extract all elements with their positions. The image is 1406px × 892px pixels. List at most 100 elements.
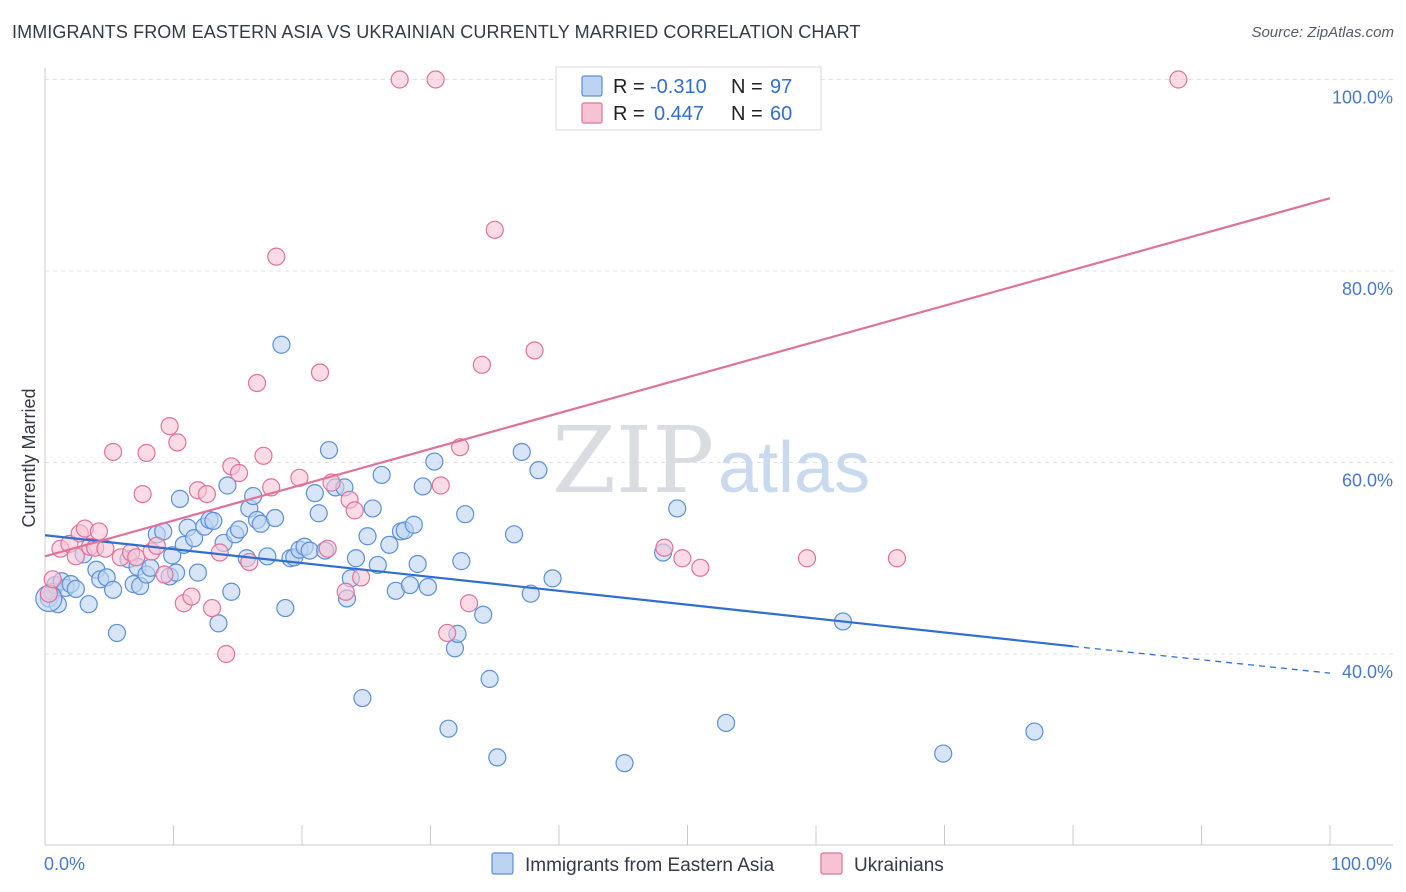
ukrainians-point — [390, 70, 409, 89]
eastern-asia-point — [188, 563, 208, 582]
eastern-asia-point — [668, 499, 687, 518]
watermark: ZIP atlas — [552, 407, 870, 514]
eastern-asia-point — [258, 547, 277, 566]
ukrainians-point — [345, 501, 364, 520]
eastern-asia-point — [300, 541, 319, 560]
eastern-asia-point — [400, 575, 420, 595]
eastern-asia-point — [504, 525, 524, 544]
ukrainians-point — [182, 587, 201, 606]
stats-r-value-pink: 0.447 — [654, 103, 704, 125]
eastern-asia-point — [418, 577, 438, 597]
eastern-asia-point — [425, 452, 444, 471]
axes — [44, 68, 1393, 846]
eastern-asia-point — [368, 555, 387, 575]
ukrainians-point — [1169, 70, 1188, 89]
stats-legend-swatch-blue — [581, 75, 603, 97]
eastern-asia-point — [543, 569, 562, 588]
watermark-zip: ZIP — [552, 407, 714, 514]
y-tick-label: 40.0% — [1342, 662, 1393, 682]
ukrainians-point — [168, 433, 187, 452]
eastern-asia-point — [934, 744, 953, 763]
trend-line-ukrainians — [44, 197, 1331, 558]
ukrainians-point — [887, 549, 907, 568]
eastern-asia-point — [209, 614, 228, 633]
eastern-asia-point — [615, 754, 634, 773]
eastern-asia-point — [1025, 722, 1044, 741]
eastern-asia-point — [456, 505, 475, 524]
ukrainians-point — [431, 476, 450, 495]
legend-label-ukrainians: Ukrainians — [854, 855, 944, 876]
ukrainians-point — [160, 417, 179, 436]
eastern-asia-point — [488, 748, 507, 767]
eastern-asia-point — [184, 529, 204, 548]
eastern-asia-point — [521, 584, 540, 603]
eastern-asia-point — [372, 465, 391, 485]
eastern-asia-point — [163, 546, 182, 565]
eastern-asia-point — [408, 554, 427, 574]
ukrainians-point — [318, 539, 337, 558]
ukrainians-point — [472, 355, 491, 374]
stats-legend: R = -0.310 N = 97 R = 0.447 N = 60 — [555, 66, 822, 131]
ukrainians-point — [104, 442, 123, 462]
eastern-asia-point — [363, 499, 382, 518]
ukrainians-point — [691, 558, 710, 577]
eastern-asia-point — [218, 476, 237, 495]
ukrainians-point — [155, 565, 174, 584]
ukrainians-point — [127, 548, 146, 567]
eastern-asia-point — [79, 595, 98, 614]
y-tick-label: 100.0% — [1332, 88, 1393, 108]
eastern-asia-point — [404, 515, 423, 534]
chart-title: IMMIGRANTS FROM EASTERN ASIA VS UKRAINIA… — [12, 22, 861, 42]
ukrainians-point — [197, 484, 217, 504]
y-tick-label: 80.0% — [1342, 279, 1393, 299]
ukrainians-point — [229, 463, 249, 483]
stats-n-label-pink: N = — [731, 103, 763, 125]
eastern-asia-point — [107, 623, 127, 643]
chart-source: Source: ZipAtlas.com — [1251, 24, 1394, 41]
ukrainians-point — [655, 538, 674, 557]
ukrainians-point — [485, 220, 504, 239]
eastern-asia-point — [305, 484, 324, 503]
y-tick-label: 60.0% — [1342, 471, 1393, 491]
ukrainians-point — [673, 549, 692, 568]
x-tick-label-min: 0.0% — [44, 854, 85, 874]
eastern-asia-point — [716, 713, 736, 733]
ukrainians-point — [89, 522, 109, 541]
eastern-asia-point — [512, 442, 531, 462]
stats-n-value-pink: 60 — [770, 103, 792, 125]
ukrainians-point — [267, 247, 286, 266]
ukrainians-point — [217, 644, 236, 664]
eastern-asia-point — [229, 520, 249, 539]
eastern-asia-point — [452, 552, 471, 571]
eastern-asia-point — [474, 605, 493, 624]
y-tick-labels: 40.0% 60.0% 80.0% 100.0% — [1332, 88, 1393, 683]
eastern-asia-point — [358, 527, 377, 546]
eastern-asia-point — [346, 549, 366, 568]
trend-line-eastern-asia — [44, 534, 1074, 648]
watermark-atlas: atlas — [718, 428, 870, 508]
ukrainians-point — [43, 570, 62, 589]
ukrainians-point — [137, 443, 156, 463]
ukrainians-point — [247, 373, 267, 393]
x-tick-label-max: 100.0% — [1331, 854, 1392, 874]
ukrainians-point — [525, 341, 544, 360]
eastern-asia-point — [353, 688, 372, 708]
series-ukrainians-points — [39, 70, 1188, 664]
eastern-asia-point — [204, 511, 223, 531]
stats-n-label-blue: N = — [731, 76, 763, 98]
eastern-asia-point — [276, 598, 295, 618]
eastern-asia-point — [380, 535, 399, 554]
ukrainians-point — [438, 623, 457, 643]
ukrainians-point — [352, 568, 371, 587]
ukrainians-point — [336, 582, 355, 601]
eastern-asia-point — [439, 719, 458, 738]
ukrainians-point — [254, 446, 273, 465]
legend-swatch-immigrants-eastern-asia — [491, 852, 514, 875]
stats-r-label-blue: R = — [613, 76, 645, 98]
ukrainians-point — [310, 363, 330, 382]
eastern-asia-point — [66, 579, 85, 598]
ukrainians-point — [133, 484, 152, 504]
ukrainians-point — [202, 598, 222, 618]
ukrainians-point — [797, 549, 817, 568]
